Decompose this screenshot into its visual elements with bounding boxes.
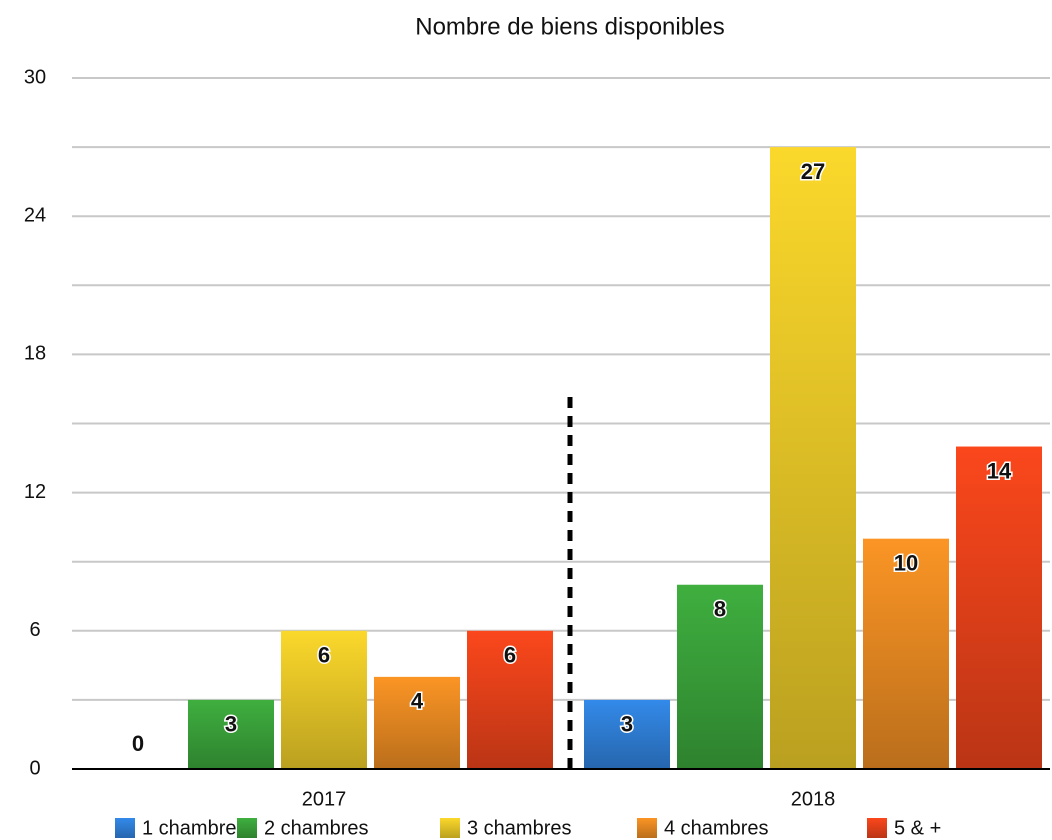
bar [584, 699, 670, 769]
legend-swatch [115, 818, 135, 838]
value-label: 27 [801, 159, 825, 184]
legend-swatch [237, 818, 257, 838]
legend-label: 4 chambres [664, 817, 769, 839]
chart-title: Nombre de biens disponibles [415, 13, 725, 40]
y-tick-label: 18 [24, 343, 46, 365]
value-label: 3 [225, 712, 237, 737]
value-label: 6 [318, 643, 330, 668]
bar [863, 538, 949, 769]
x-tick-label: 2017 [302, 788, 347, 810]
legend-label: 1 chambre [142, 817, 237, 839]
y-tick-label: 6 [29, 619, 40, 641]
value-label: 6 [504, 643, 516, 668]
y-tick-label: 24 [24, 204, 46, 226]
value-label: 14 [987, 458, 1012, 483]
value-label: 10 [894, 550, 918, 575]
y-tick-label: 0 [29, 757, 40, 779]
y-tick-label: 30 [24, 66, 46, 88]
x-tick-label: 2018 [791, 788, 836, 810]
value-label: 3 [621, 712, 633, 737]
bar [374, 676, 460, 769]
bar [281, 630, 367, 769]
legend-swatch [867, 818, 887, 838]
bar [467, 630, 553, 769]
bar [770, 147, 856, 770]
legend-label: 3 chambres [467, 817, 572, 839]
value-label: 8 [714, 597, 726, 622]
y-tick-label: 12 [24, 481, 46, 503]
bar [188, 699, 274, 769]
legend-label: 5 & + [894, 817, 941, 839]
value-label: 0 [132, 731, 144, 756]
legend-swatch [637, 818, 657, 838]
bar [956, 446, 1042, 769]
bar [677, 584, 763, 769]
value-label: 4 [411, 689, 424, 714]
legend-label: 2 chambres [264, 817, 369, 839]
legend-swatch [440, 818, 460, 838]
